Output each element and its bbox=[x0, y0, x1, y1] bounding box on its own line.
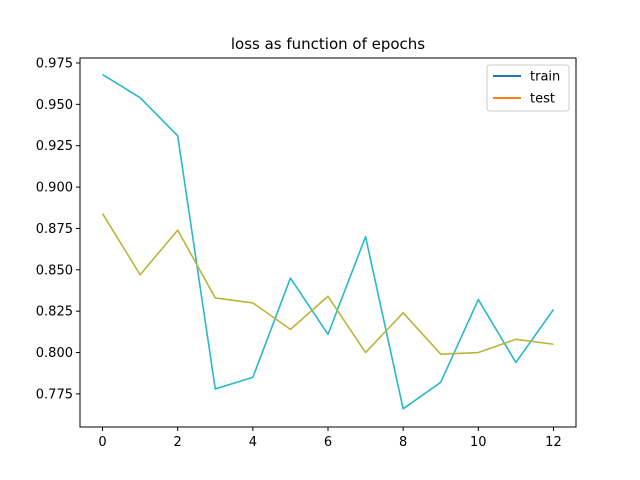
x-tick-label: 0 bbox=[98, 435, 106, 450]
x-axis: 0 2 4 6 8 10 12 bbox=[98, 427, 562, 450]
plot-frame bbox=[79, 57, 577, 428]
y-tick-label: 0.950 bbox=[36, 98, 73, 113]
series-lines bbox=[101, 73, 555, 410]
y-tick-label: 0.925 bbox=[36, 139, 73, 154]
y-axis: 0.775 0.800 0.825 0.850 0.875 0.900 0.925 0.950… bbox=[36, 56, 80, 402]
y-tick-label: 0.775 bbox=[36, 387, 73, 402]
x-tick-label: 6 bbox=[324, 435, 332, 450]
chart-title: loss as function of epochs bbox=[231, 35, 425, 53]
x-tick-label: 8 bbox=[399, 435, 407, 450]
y-tick-label: 0.850 bbox=[36, 263, 73, 278]
x-tick-label: 12 bbox=[545, 435, 562, 450]
legend-label-test: test bbox=[530, 92, 555, 107]
series-line-test bbox=[101, 213, 554, 355]
x-tick-label: 10 bbox=[470, 435, 487, 450]
y-tick-label: 0.800 bbox=[36, 346, 73, 361]
y-tick-label: 0.875 bbox=[36, 222, 73, 237]
y-tick-label: 0.825 bbox=[36, 305, 73, 320]
series-line-train bbox=[102, 73, 555, 410]
legend: train test bbox=[486, 64, 570, 112]
y-tick-label: 0.900 bbox=[36, 181, 73, 196]
x-tick-label: 4 bbox=[249, 435, 257, 450]
y-tick-label: 0.975 bbox=[36, 56, 73, 71]
legend-label-train: train bbox=[530, 70, 560, 85]
x-tick-label: 2 bbox=[174, 435, 182, 450]
